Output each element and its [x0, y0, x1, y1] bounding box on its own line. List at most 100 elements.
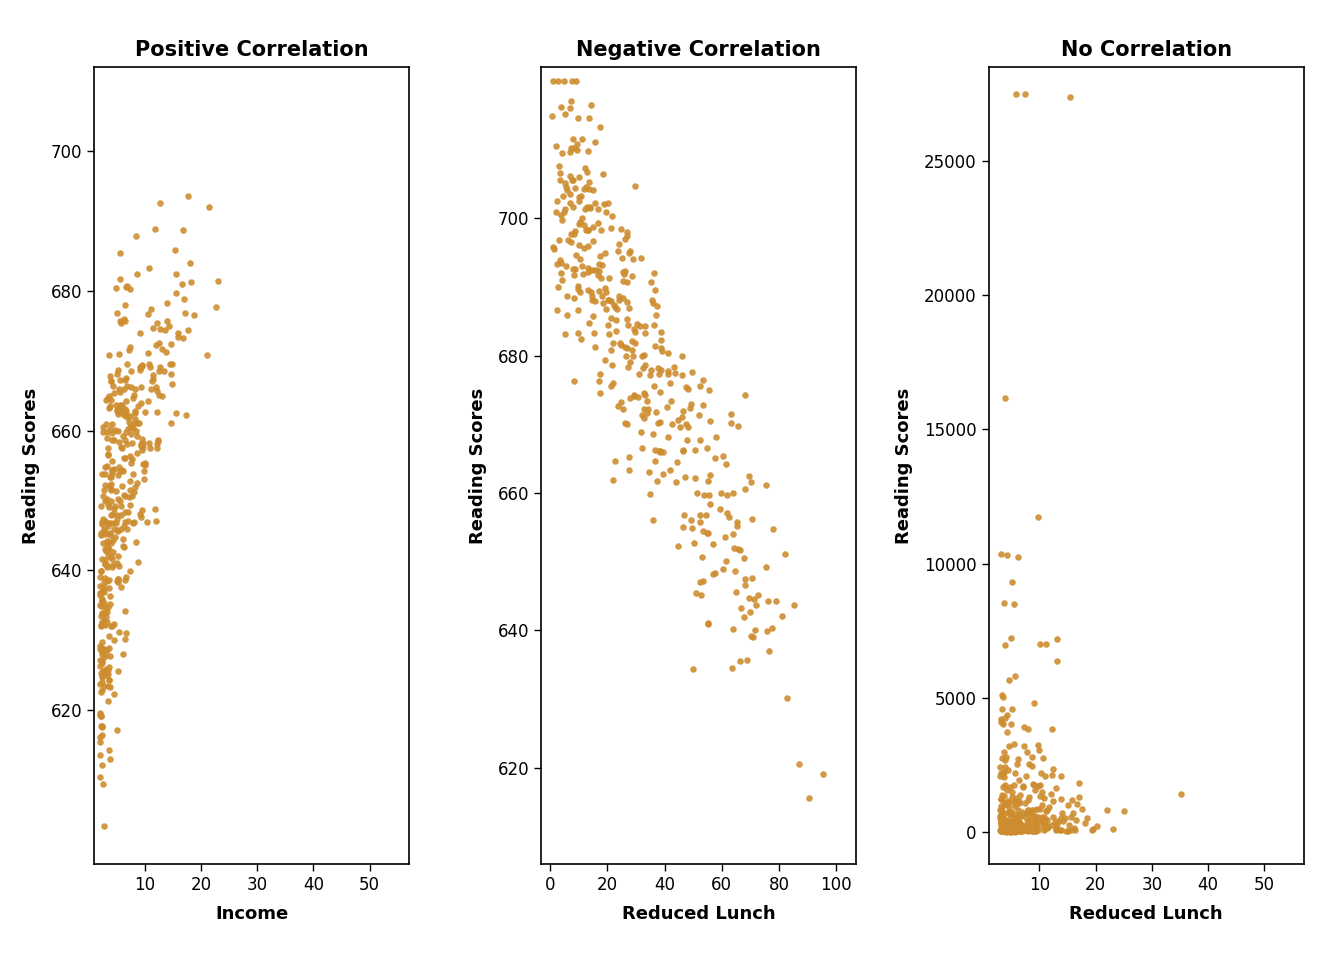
- Point: [616, 228, 637, 244]
- Point: [1021, 750, 1043, 765]
- Point: [108, 575, 129, 590]
- Point: [1003, 778, 1024, 793]
- Point: [993, 764, 1015, 780]
- Point: [1027, 802, 1048, 817]
- Point: [1007, 756, 1028, 771]
- Point: [1016, 805, 1038, 821]
- Point: [106, 523, 128, 539]
- Point: [90, 609, 112, 624]
- Point: [614, 231, 636, 247]
- Point: [97, 424, 118, 440]
- Point: [642, 378, 664, 394]
- Point: [1042, 809, 1063, 825]
- Point: [97, 573, 118, 588]
- Point: [94, 478, 116, 493]
- Point: [94, 523, 116, 539]
- Point: [612, 251, 633, 266]
- Point: [109, 245, 130, 260]
- Point: [577, 199, 598, 214]
- Point: [93, 585, 114, 600]
- Point: [747, 588, 769, 603]
- Point: [99, 680, 121, 695]
- Point: [672, 443, 694, 458]
- Point: [617, 275, 638, 290]
- Point: [992, 780, 1013, 795]
- Point: [543, 239, 564, 254]
- Point: [633, 410, 655, 425]
- Point: [110, 441, 132, 456]
- Point: [1016, 816, 1038, 831]
- Point: [618, 463, 640, 478]
- Point: [99, 588, 121, 604]
- Point: [571, 210, 593, 226]
- Point: [610, 335, 632, 350]
- Point: [723, 526, 745, 541]
- Point: [159, 356, 180, 372]
- Point: [652, 343, 673, 358]
- Point: [735, 482, 757, 497]
- Point: [118, 342, 140, 357]
- Point: [132, 503, 153, 518]
- Point: [1008, 793, 1030, 808]
- Point: [1042, 761, 1063, 777]
- Point: [671, 348, 692, 364]
- Point: [99, 527, 121, 542]
- Point: [93, 606, 114, 621]
- Point: [559, 195, 581, 210]
- Point: [738, 589, 759, 605]
- Point: [562, 200, 583, 215]
- Point: [762, 620, 784, 636]
- Point: [685, 586, 707, 601]
- Y-axis label: Reading Scores: Reading Scores: [469, 388, 487, 543]
- Point: [108, 434, 129, 449]
- Point: [101, 493, 122, 509]
- Point: [699, 468, 720, 483]
- Point: [991, 791, 1012, 806]
- Point: [570, 189, 591, 204]
- Point: [567, 110, 589, 126]
- Point: [589, 256, 610, 272]
- Point: [613, 266, 634, 281]
- Point: [146, 437, 168, 452]
- Point: [1023, 803, 1044, 818]
- Point: [996, 547, 1017, 563]
- Point: [543, 73, 564, 88]
- Point: [556, 288, 578, 303]
- Point: [1003, 820, 1024, 835]
- Point: [583, 195, 605, 210]
- Point: [995, 759, 1016, 775]
- Point: [1017, 824, 1039, 839]
- Point: [90, 498, 112, 514]
- Point: [606, 313, 628, 328]
- Point: [124, 485, 145, 500]
- Point: [1050, 810, 1071, 826]
- Point: [989, 813, 1011, 828]
- Point: [95, 660, 117, 676]
- Point: [692, 397, 714, 413]
- Point: [1016, 812, 1038, 828]
- Point: [106, 402, 128, 418]
- Point: [642, 295, 664, 310]
- Point: [737, 653, 758, 668]
- Point: [175, 407, 196, 422]
- Point: [113, 311, 134, 326]
- Point: [703, 566, 724, 582]
- Point: [140, 301, 161, 317]
- Point: [1027, 779, 1048, 794]
- Point: [98, 516, 120, 531]
- Point: [1030, 788, 1051, 804]
- Point: [603, 300, 625, 315]
- Point: [612, 265, 633, 280]
- Point: [1019, 822, 1040, 837]
- Point: [578, 109, 599, 125]
- Point: [694, 488, 715, 503]
- Point: [640, 275, 661, 290]
- Point: [548, 231, 570, 247]
- Point: [687, 485, 708, 500]
- Point: [97, 391, 118, 406]
- Point: [1015, 823, 1036, 838]
- Point: [993, 821, 1015, 836]
- Point: [93, 662, 114, 678]
- Point: [609, 288, 630, 303]
- Point: [993, 789, 1015, 804]
